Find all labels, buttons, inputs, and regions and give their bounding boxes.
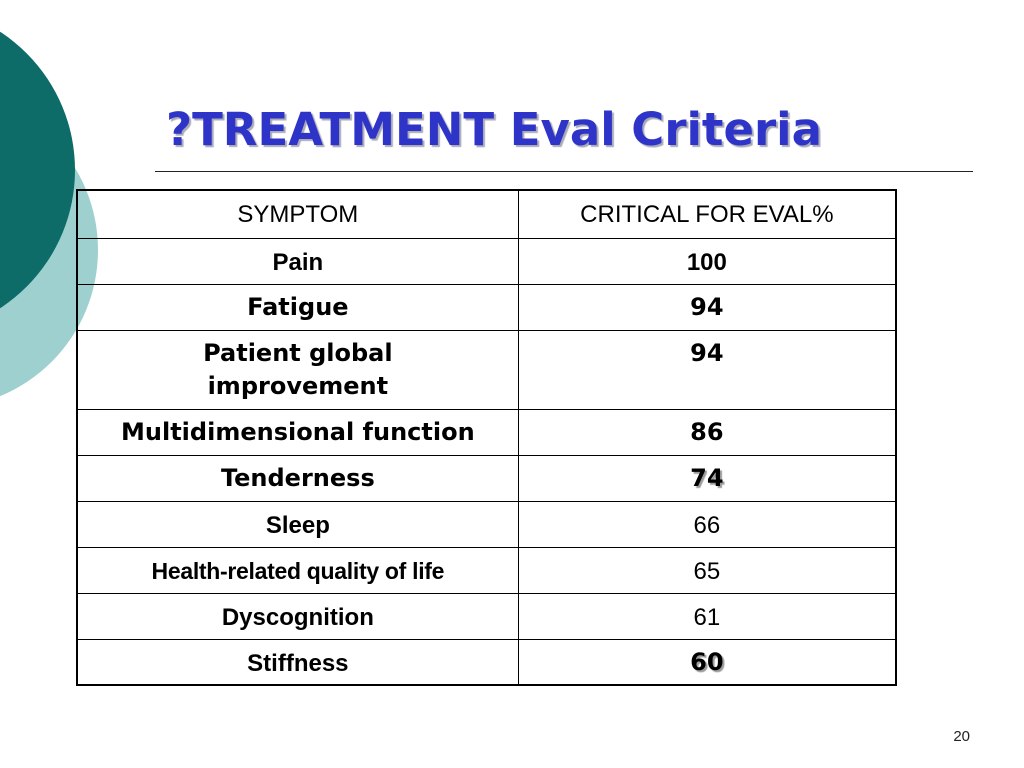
symptom-text: Patient global improvement — [203, 338, 393, 400]
symptom-cell: Patient global improvement — [76, 329, 519, 410]
symptom-cell: Stiffness — [76, 638, 519, 686]
table-header-row: SYMPTOM CRITICAL FOR EVAL% — [76, 189, 897, 239]
value-cell: 66 — [517, 500, 897, 548]
header-critical-for-eval: CRITICAL FOR EVAL% — [517, 189, 897, 239]
criteria-table: SYMPTOM CRITICAL FOR EVAL% Pain 100 Fati… — [76, 189, 897, 686]
table-row: Patient global improvement 94 — [76, 329, 897, 410]
value-cell: 61 — [517, 592, 897, 640]
table-row: Fatigue 94 — [76, 283, 897, 331]
symptom-cell: Dyscognition — [76, 592, 519, 640]
symptom-cell: Tenderness — [76, 454, 519, 502]
table-row: Dyscognition 61 — [76, 592, 897, 640]
table-row: Pain 100 — [76, 237, 897, 285]
symptom-cell: Fatigue — [76, 283, 519, 331]
value-cell: 65 — [517, 546, 897, 594]
value-cell: 86 — [517, 408, 897, 456]
slide-title: ?TREATMENT Eval Criteria — [166, 103, 822, 156]
table-row: Tenderness 74 — [76, 454, 897, 502]
table-row: Multidimensional function 86 — [76, 408, 897, 456]
value-cell: 94 — [517, 283, 897, 331]
value-cell: 60 — [517, 638, 897, 686]
value-cell: 74 — [517, 454, 897, 502]
symptom-cell: Pain — [76, 237, 519, 285]
dark-teal-circle — [0, 31, 75, 309]
table-row: Health-related quality of life 65 — [76, 546, 897, 594]
table-row: Stiffness 60 — [76, 638, 897, 686]
title-underline — [155, 171, 973, 172]
symptom-cell: Multidimensional function — [76, 408, 519, 456]
value-cell: 100 — [517, 237, 897, 285]
symptom-cell: Sleep — [76, 500, 519, 548]
symptom-cell: Health-related quality of life — [76, 546, 519, 594]
header-symptom: SYMPTOM — [76, 189, 519, 239]
page-number: 20 — [953, 728, 970, 745]
value-cell: 94 — [517, 329, 897, 410]
decorative-circles — [0, 31, 98, 397]
table-row: Sleep 66 — [76, 500, 897, 548]
